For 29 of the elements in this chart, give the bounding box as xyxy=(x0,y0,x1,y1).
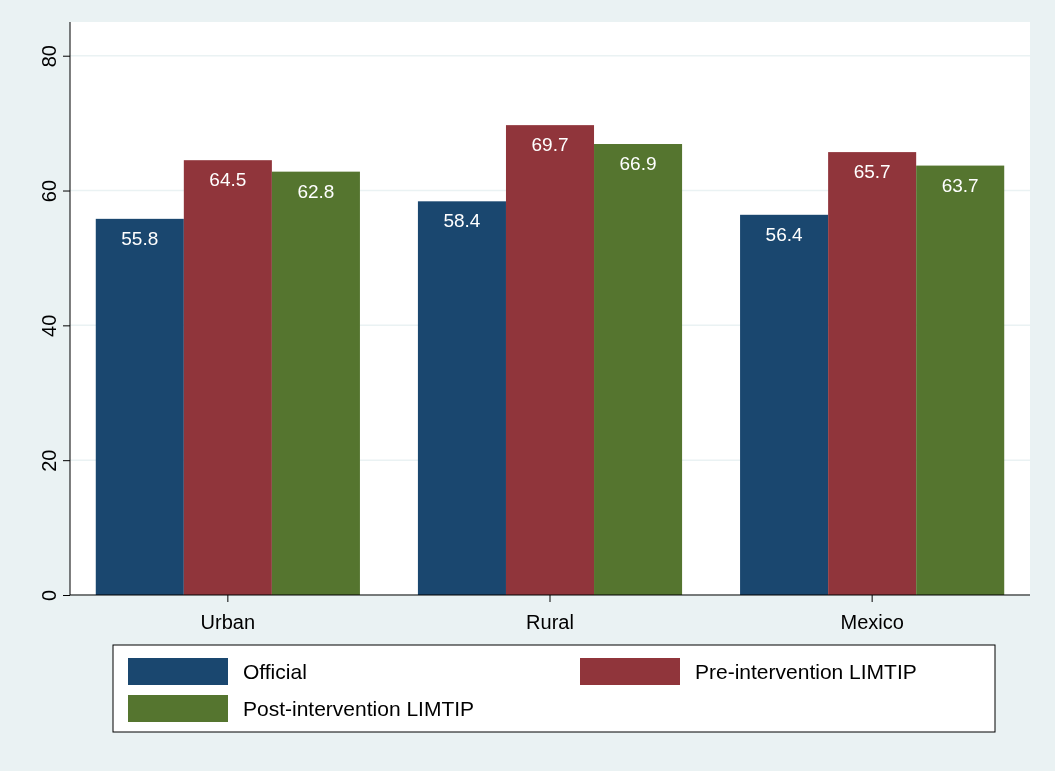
y-tick-label: 60 xyxy=(38,179,60,203)
data-label: 63.7 xyxy=(941,174,979,196)
bar xyxy=(95,218,184,595)
data-label: 64.5 xyxy=(209,169,247,191)
legend-label: Official xyxy=(243,660,307,683)
y-tick-label: 80 xyxy=(38,45,60,68)
legend-label: Post-intervention LIMTIP xyxy=(243,697,475,720)
bar xyxy=(183,160,272,595)
bar xyxy=(828,152,917,595)
data-label: 56.4 xyxy=(765,223,804,245)
x-tick-label: Rural xyxy=(526,611,574,633)
bar xyxy=(417,201,506,595)
data-label: 62.8 xyxy=(297,180,335,202)
data-label: 69.7 xyxy=(531,134,569,156)
data-label: 66.9 xyxy=(619,153,657,175)
bar xyxy=(740,214,829,595)
y-tick-label: 40 xyxy=(38,314,60,337)
x-tick-label: Mexico xyxy=(840,611,904,633)
data-label: 58.4 xyxy=(443,210,481,232)
x-tick-label: Urban xyxy=(200,611,256,633)
bar xyxy=(271,171,360,595)
y-tick-label: 20 xyxy=(38,449,60,472)
legend-label: Pre-intervention LIMTIP xyxy=(695,660,917,683)
y-tick-label: 0 xyxy=(38,589,60,602)
data-label: 55.8 xyxy=(121,227,159,249)
data-label: 65.7 xyxy=(853,161,891,183)
bar xyxy=(594,144,683,595)
bar xyxy=(505,125,595,595)
bar xyxy=(916,165,1005,595)
